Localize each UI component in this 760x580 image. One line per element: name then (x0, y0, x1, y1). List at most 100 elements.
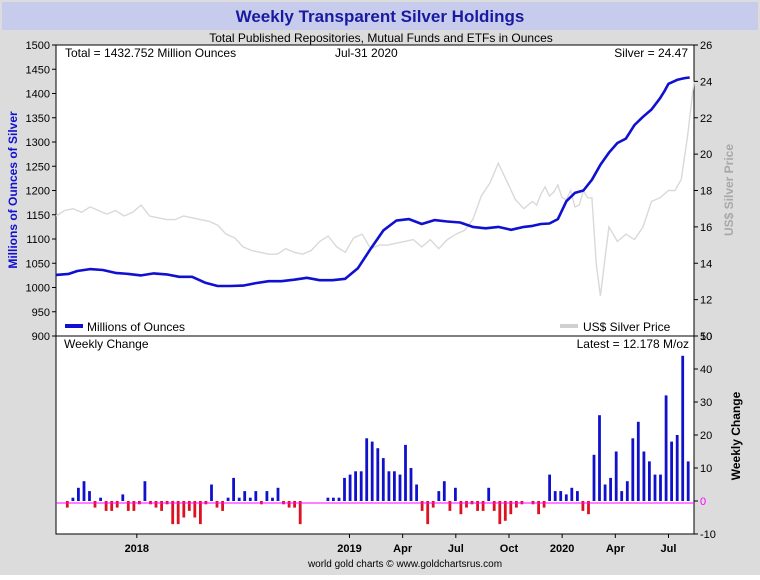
weekly-change-bar (110, 501, 114, 511)
weekly-change-bar (376, 448, 380, 501)
weekly-change-bar (132, 501, 136, 511)
weekly-change-bar (537, 501, 540, 515)
weekly-change-bar (126, 501, 130, 511)
weekly-change-title: Weekly Change (64, 337, 149, 351)
weekly-tick-label: 0 (700, 496, 706, 508)
x-tick-label: 2018 (125, 543, 149, 555)
left-tick-label: 1050 (26, 258, 50, 270)
weekly-change-bar (592, 454, 596, 501)
title-band (2, 2, 758, 30)
weekly-change-bar (271, 497, 274, 501)
weekly-tick-label: 40 (700, 364, 712, 376)
weekly-change-bar (625, 481, 629, 501)
weekly-change-bar (648, 461, 651, 501)
weekly-change-bar (293, 501, 296, 508)
weekly-change-bar (515, 501, 518, 508)
x-tick-label: 2019 (337, 543, 361, 555)
weekly-change-bar (276, 487, 280, 501)
weekly-change-bar (426, 501, 430, 525)
weekly-change-bar (265, 491, 269, 501)
right-tick-label: 12 (700, 295, 712, 307)
left-tick-label: 1250 (26, 161, 50, 173)
total-annotation: Total = 1432.752 Million Ounces (65, 46, 236, 60)
weekly-tick-label: 10 (700, 463, 712, 475)
right-tick-label: 22 (700, 113, 712, 125)
weekly-change-bar (659, 474, 662, 501)
weekly-change-bar (509, 501, 513, 515)
weekly-change-bar (603, 484, 607, 501)
weekly-tick-label: -10 (700, 529, 716, 541)
weekly-change-bar (481, 501, 485, 511)
y-axis-label-weekly: Weekly Change (729, 391, 743, 480)
weekly-change-bar (210, 484, 213, 501)
weekly-change-bar (564, 494, 568, 501)
weekly-change-bar (559, 491, 563, 501)
weekly-change-bar (115, 501, 119, 508)
weekly-change-bar (609, 477, 612, 501)
weekly-change-bar (686, 461, 690, 501)
left-tick-label: 1500 (26, 40, 50, 52)
left-tick-label: 1350 (26, 113, 50, 125)
weekly-change-bar (232, 477, 235, 501)
weekly-change-bar (359, 471, 363, 501)
weekly-change-bar (631, 438, 635, 501)
weekly-change-bar (226, 497, 230, 501)
weekly-change-bar (398, 474, 402, 501)
weekly-change-bar (664, 395, 668, 501)
weekly-change-bar (437, 491, 441, 501)
weekly-change-bar (337, 497, 341, 501)
right-tick-label: 10 (700, 331, 712, 343)
y-axis-label-right: US$ Silver Price (722, 144, 736, 236)
footer-credit: world gold charts © www.goldchartsrus.co… (307, 559, 502, 570)
weekly-change-bar (487, 487, 491, 501)
x-tick-label: Jul (661, 543, 677, 555)
legend-holdings-label: Millions of Ounces (87, 320, 185, 334)
weekly-change-bar (675, 435, 679, 501)
weekly-change-bar (542, 501, 546, 508)
weekly-change-bar (420, 501, 424, 511)
weekly-change-bar (459, 501, 463, 515)
weekly-change-bar (454, 487, 457, 501)
weekly-change-bar (160, 501, 163, 511)
weekly-change-bar (199, 501, 202, 525)
x-tick-label: Jul (448, 543, 464, 555)
weekly-change-bar (448, 501, 452, 511)
weekly-change-bar (636, 421, 640, 501)
weekly-change-bar (221, 501, 224, 511)
chart-title: Weekly Transparent Silver Holdings (236, 7, 525, 26)
right-tick-label: 18 (700, 186, 712, 198)
axis-ticks: 1500145014001350130012501200115011001050… (26, 40, 716, 555)
x-tick-label: Apr (393, 543, 413, 555)
x-tick-label: Apr (606, 543, 626, 555)
right-tick-label: 20 (700, 149, 712, 161)
holdings-series-group (55, 76, 690, 288)
weekly-change-bar (176, 501, 180, 525)
weekly-change-bar (254, 491, 258, 501)
weekly-change-bar (348, 474, 352, 501)
left-tick-label: 1100 (26, 234, 50, 246)
weekly-change-bar (387, 471, 391, 501)
weekly-change-bar (82, 481, 86, 501)
left-tick-label: 1000 (26, 283, 50, 295)
weekly-change-bars (65, 355, 690, 525)
weekly-tick-label: 20 (700, 430, 712, 442)
weekly-change-bar (154, 501, 158, 508)
weekly-change-bar (598, 415, 601, 501)
weekly-change-bar (143, 481, 147, 501)
weekly-change-bar (465, 501, 468, 508)
weekly-change-bar (99, 497, 102, 501)
weekly-change-bar (121, 494, 125, 501)
weekly-change-bar (620, 491, 624, 501)
weekly-change-bar (404, 444, 407, 501)
weekly-change-bar (614, 451, 618, 501)
right-tick-label: 26 (700, 40, 712, 52)
right-tick-label: 14 (700, 258, 712, 270)
weekly-change-bar (503, 501, 507, 521)
weekly-change-bar (570, 487, 574, 501)
weekly-change-bar (187, 501, 191, 511)
weekly-change-bar (171, 501, 175, 525)
weekly-change-bar (93, 501, 97, 508)
left-tick-label: 1400 (26, 89, 50, 101)
holdings-line (55, 76, 690, 288)
